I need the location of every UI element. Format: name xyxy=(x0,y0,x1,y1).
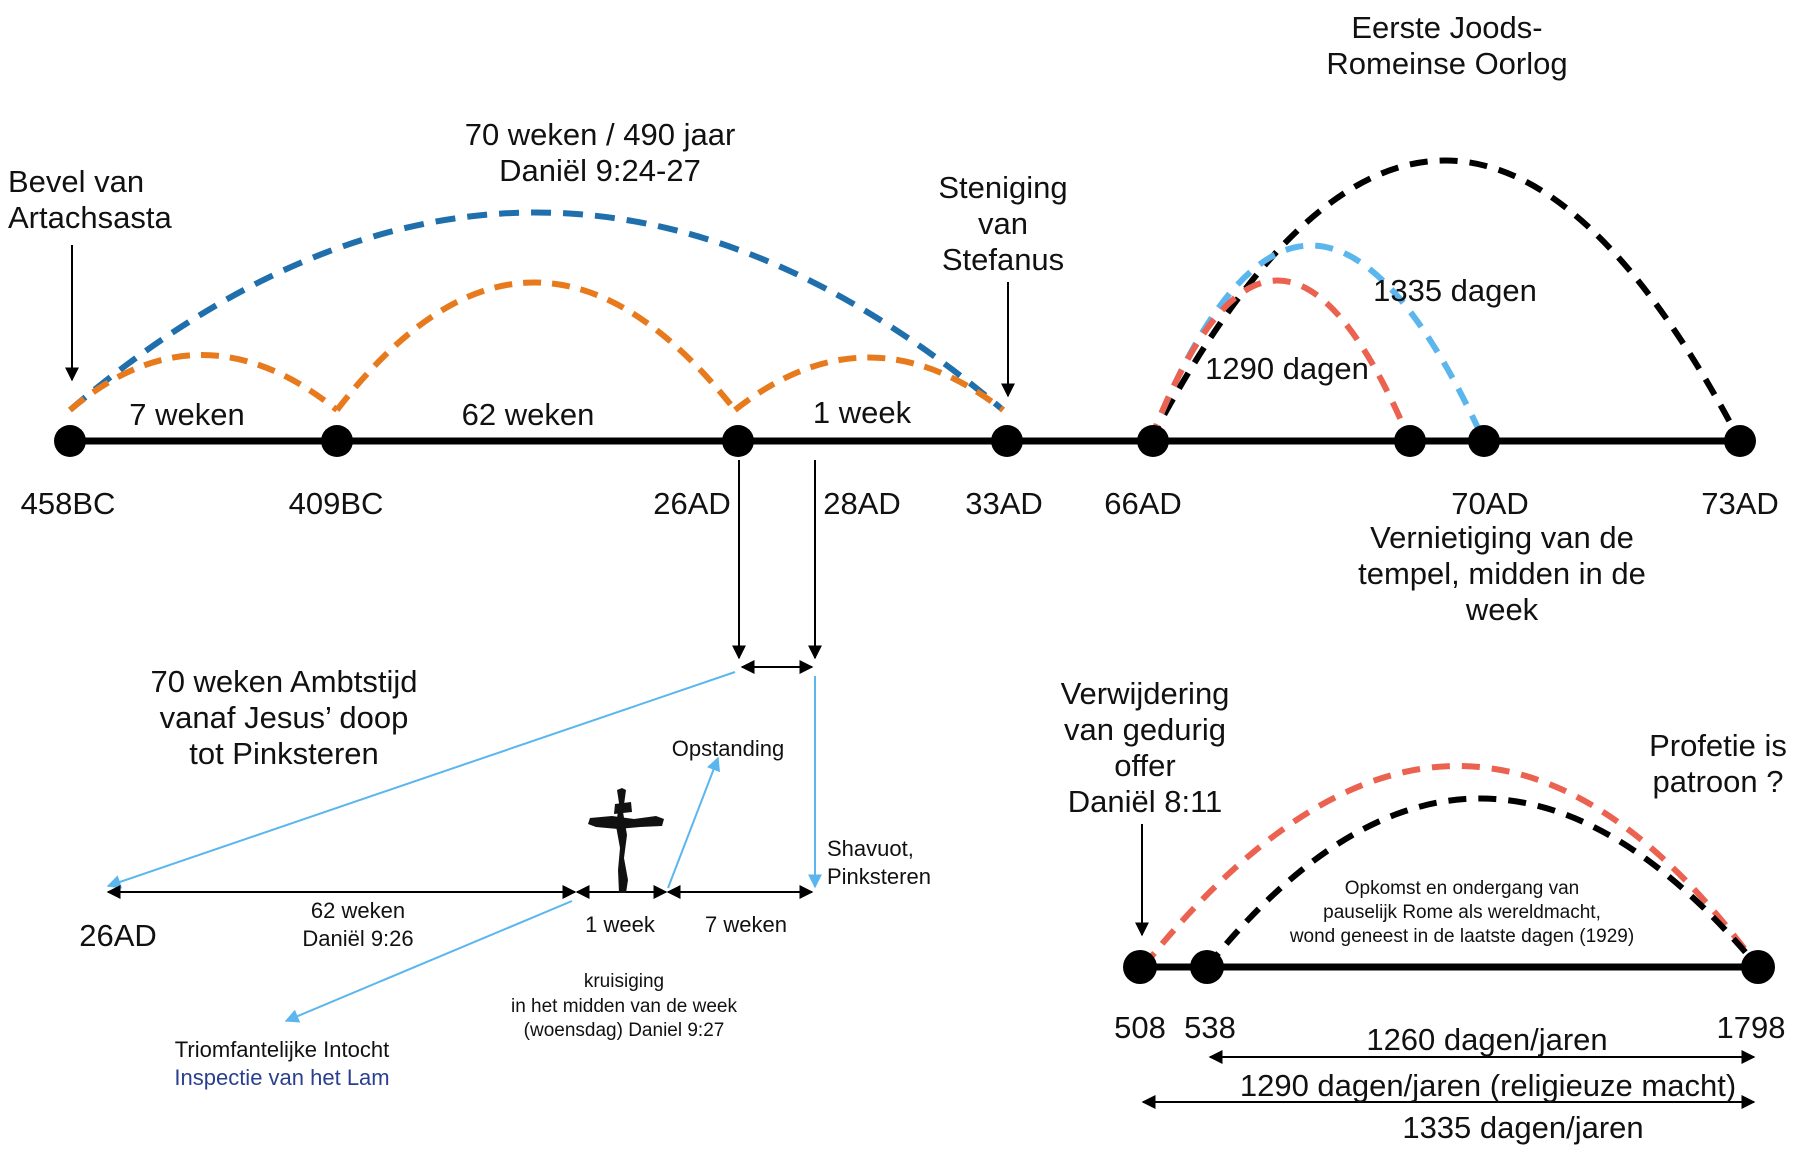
crucifixion-line-3: (woensdag) Daniel 9:27 xyxy=(524,1020,725,1041)
label-28ad: 28AD xyxy=(823,486,901,521)
seven-weeks-arc xyxy=(68,352,339,413)
days-1335-label: 1335 dagen xyxy=(1373,273,1537,308)
seventy-weeks-line-2: Daniël 9:24-27 xyxy=(499,153,701,188)
ministry-title-line-3: tot Pinksteren xyxy=(189,736,379,771)
dot-409bc xyxy=(321,425,353,457)
removal-line-2: van gedurig xyxy=(1064,712,1226,747)
papal-red-arc xyxy=(1140,763,1761,969)
dot-73ad xyxy=(1724,425,1756,457)
shavuot-line-2: Pinksteren xyxy=(827,864,931,889)
removal-line-3: offer xyxy=(1114,748,1175,783)
rome-line-2: pauselijk Rome als wereldmacht, xyxy=(1323,902,1601,923)
ministry-title: 70 weken Ambtstijd vanaf Jesus’ doop tot… xyxy=(150,664,417,771)
sixty-two-weeks-line-1: 62 weken xyxy=(311,898,405,923)
rome-line-1: Opkomst en ondergang van xyxy=(1345,878,1580,899)
ministry-one-week-label: 1 week xyxy=(585,912,656,937)
war-arc xyxy=(1147,157,1743,443)
ministry-start-label: 26AD xyxy=(79,918,157,953)
removal-line-1: Verwijdering xyxy=(1061,676,1230,711)
span-1335-label: 1335 dagen/jaren xyxy=(1402,1110,1643,1145)
shavuot-line-1: Shavuot, xyxy=(827,836,914,861)
top-timeline: 458BC 409BC 26AD 28AD 33AD 66AD 70AD 73A… xyxy=(8,10,1779,627)
label-409bc: 409BC xyxy=(289,486,384,521)
ministry-timeline: 70 weken Ambtstijd vanaf Jesus’ doop tot… xyxy=(79,460,931,1090)
one-week-arc xyxy=(733,354,1005,413)
temple-line-3: week xyxy=(1465,592,1539,627)
seventy-weeks-arc xyxy=(68,209,1005,413)
war-line-2: Romeinse Oorlog xyxy=(1326,46,1567,81)
label-538: 538 xyxy=(1184,1010,1236,1045)
span-1290-label: 1290 dagen/jaren (religieuze macht) xyxy=(1240,1068,1736,1103)
label-26ad: 26AD xyxy=(653,486,731,521)
dot-538 xyxy=(1190,950,1224,984)
dot-458bc xyxy=(54,425,86,457)
ministry-title-line-2: vanaf Jesus’ doop xyxy=(160,700,409,735)
label-73ad: 73AD xyxy=(1701,486,1779,521)
dot-26ad xyxy=(722,425,754,457)
one-week-label: 1 week xyxy=(813,395,912,430)
dot-1798 xyxy=(1741,950,1775,984)
pattern-line-1: Profetie is xyxy=(1649,728,1787,763)
dot-508 xyxy=(1123,950,1157,984)
stephen-line-1: Steniging xyxy=(938,170,1067,205)
stephen-caption: Steniging van Stefanus xyxy=(938,170,1067,277)
triumph-line-1: Triomfantelijke Intocht xyxy=(175,1037,389,1062)
war-caption: Eerste Joods- Romeinse Oorlog xyxy=(1326,10,1567,81)
artaxerxes-line-2: Artachsasta xyxy=(8,200,172,235)
pointer-to-start xyxy=(106,671,736,889)
artaxerxes-line-1: Bevel van xyxy=(8,164,144,199)
ministry-title-line-1: 70 weken Ambtstijd xyxy=(150,664,417,699)
crucifixion-line-2: in het midden van de week xyxy=(511,996,738,1017)
label-70ad: 70AD xyxy=(1451,486,1529,521)
temple-caption: Vernietiging van de tempel, midden in de… xyxy=(1358,520,1646,627)
stephen-line-2: van xyxy=(978,206,1028,241)
removal-caption: Verwijdering van gedurig offer Daniël 8:… xyxy=(1061,676,1230,819)
sixty-two-weeks-line-2: Daniël 9:26 xyxy=(302,926,413,951)
removal-line-4: Daniël 8:11 xyxy=(1068,784,1223,819)
sixty-two-weeks-arc xyxy=(334,279,738,412)
ministry-seven-weeks-label: 7 weken xyxy=(705,912,787,937)
triumph-line-2: Inspectie van het Lam xyxy=(174,1065,389,1090)
sixty-two-weeks-label: 62 weken xyxy=(462,397,595,432)
pointer-to-triumph xyxy=(284,900,573,1023)
pattern-line-2: patroon ? xyxy=(1653,764,1784,799)
seventy-weeks-caption: 70 weken / 490 jaar Daniël 9:24-27 xyxy=(465,117,736,188)
temple-line-1: Vernietiging van de xyxy=(1370,520,1634,555)
cross-icon xyxy=(588,788,664,893)
days-1290-label: 1290 dagen xyxy=(1205,351,1369,386)
days-1290-arc xyxy=(1147,277,1413,443)
triumph-caption: Triomfantelijke Intocht Inspectie van he… xyxy=(174,1037,389,1090)
rome-line-3: wond geneest in de laatste dagen (1929) xyxy=(1289,926,1634,947)
label-458bc: 458BC xyxy=(21,486,116,521)
dot-70ad xyxy=(1468,425,1500,457)
dot-1290-end xyxy=(1394,425,1426,457)
temple-line-2: tempel, midden in de xyxy=(1358,556,1646,591)
dot-33ad xyxy=(991,425,1023,457)
seventy-weeks-line-1: 70 weken / 490 jaar xyxy=(465,117,736,152)
label-33ad: 33AD xyxy=(965,486,1043,521)
dot-66ad xyxy=(1137,425,1169,457)
pattern-caption: Profetie is patroon ? xyxy=(1649,728,1787,799)
pointer-to-resurrection xyxy=(667,756,721,889)
crucifixion-line-1: kruisiging xyxy=(584,971,664,992)
label-508: 508 xyxy=(1114,1010,1166,1045)
label-66ad: 66AD xyxy=(1104,486,1182,521)
span-1260-label: 1260 dagen/jaren xyxy=(1366,1022,1607,1057)
resurrection-label: Opstanding xyxy=(672,736,785,761)
seven-weeks-label: 7 weken xyxy=(129,397,244,432)
papal-timeline: Verwijdering van gedurig offer Daniël 8:… xyxy=(1061,676,1787,1145)
crucifixion-caption: kruisiging in het midden van de week (wo… xyxy=(511,971,738,1041)
stephen-line-3: Stefanus xyxy=(942,242,1064,277)
label-1798: 1798 xyxy=(1717,1010,1786,1045)
war-line-1: Eerste Joods- xyxy=(1351,10,1542,45)
artaxerxes-caption: Bevel van Artachsasta xyxy=(8,164,172,235)
papal-black-arc xyxy=(1204,795,1761,969)
rome-caption: Opkomst en ondergang van pauselijk Rome … xyxy=(1289,878,1634,947)
